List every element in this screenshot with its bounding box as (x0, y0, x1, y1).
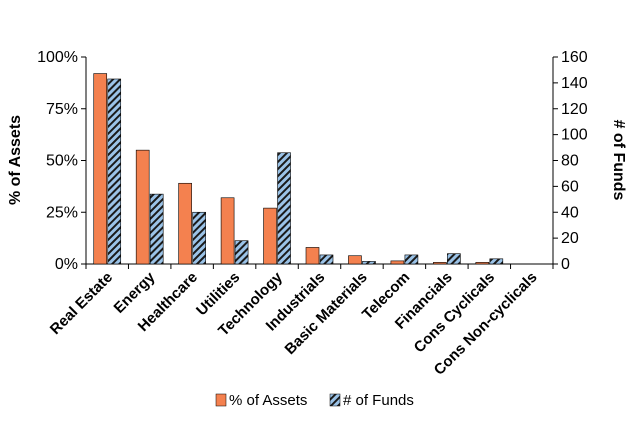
bar-pct-assets (263, 207, 277, 265)
bar-num-funds (277, 152, 291, 265)
y-left-tick-label: 100% (37, 49, 78, 66)
y-left-tick-label: 0% (55, 256, 78, 273)
bar-num-funds (149, 193, 164, 265)
x-category-label: Real Estate (47, 269, 116, 338)
legend: % of Assets # of Funds (215, 392, 414, 409)
bar-pct-assets (433, 262, 447, 265)
y-left-tick-label: 75% (46, 101, 78, 118)
y-left-axis-title: % of Assets (7, 115, 24, 205)
legend-label-assets: % of Assets (229, 392, 307, 409)
y-right-tick-label: 140 (561, 75, 588, 92)
bar-num-funds (319, 254, 334, 265)
bar-pct-assets (348, 255, 362, 265)
y-right-tick-label: 100 (561, 127, 588, 144)
legend-label-funds: # of Funds (343, 392, 414, 409)
bar-pct-assets (475, 262, 490, 265)
y-right-tick-label: 160 (561, 49, 588, 66)
y-left-tick-label: 25% (46, 204, 78, 221)
bar-pct-assets (390, 260, 405, 265)
bar-num-funds (192, 211, 206, 265)
y-left-tick-label: 50% (46, 153, 78, 170)
y-right-tick-label: 60 (561, 178, 579, 195)
y-right-tick-label: 80 (561, 153, 579, 170)
bar-pct-assets (135, 149, 150, 265)
bar-pct-assets (93, 73, 108, 265)
y-right-tick-label: 40 (561, 204, 579, 221)
legend-swatch-funds (329, 393, 341, 407)
bar-num-funds (404, 254, 419, 265)
bar-num-funds (107, 78, 122, 265)
bar-num-funds (362, 261, 376, 265)
y-right-tick-label: 120 (561, 101, 588, 118)
y-right-axis-title: # of Funds (610, 120, 627, 201)
bar-pct-assets (305, 247, 320, 265)
y-right-tick-label: 20 (561, 230, 579, 247)
bar-pct-assets (178, 182, 192, 265)
bar-pct-assets (220, 197, 235, 265)
y-right-tick-label: 0 (561, 256, 570, 273)
bar-num-funds (447, 253, 461, 265)
legend-swatch-assets (215, 393, 227, 407)
bar-num-funds (234, 240, 249, 265)
bar-num-funds (489, 258, 504, 265)
